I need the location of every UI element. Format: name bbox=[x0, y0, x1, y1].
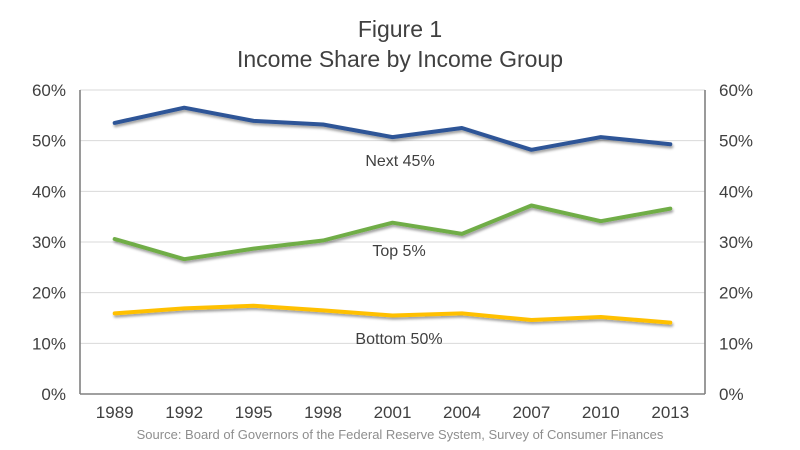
y-tick-label-right-60: 60% bbox=[719, 81, 753, 100]
y-tick-label-right-30: 30% bbox=[719, 233, 753, 252]
axes-layer bbox=[79, 90, 706, 395]
chart-title-block: Figure 1 Income Share by Income Group bbox=[0, 14, 800, 74]
series-label-top-5: Top 5% bbox=[372, 243, 425, 260]
y-tick-label-left-0: 0% bbox=[41, 385, 66, 404]
x-tick-label-1995: 1995 bbox=[235, 403, 273, 422]
y-tick-label-left-50: 50% bbox=[32, 132, 66, 151]
series-line-bottom-50 bbox=[112, 303, 673, 325]
y-tick-label-right-50: 50% bbox=[719, 132, 753, 151]
y-tick-label-right-10: 10% bbox=[719, 334, 753, 353]
x-tick-label-1998: 1998 bbox=[304, 403, 342, 422]
x-tick-label-2004: 2004 bbox=[443, 403, 481, 422]
y-tick-label-left-20: 20% bbox=[32, 284, 66, 303]
y-tick-label-left-10: 10% bbox=[32, 334, 66, 353]
x-tick-label-2013: 2013 bbox=[651, 403, 689, 422]
source-note: Source: Board of Governors of the Federa… bbox=[136, 427, 664, 442]
gridlines-layer bbox=[80, 89, 705, 344]
series-line-top-5 bbox=[112, 203, 673, 262]
x-tick-label-2001: 2001 bbox=[374, 403, 412, 422]
x-tick-label-2007: 2007 bbox=[512, 403, 550, 422]
series-line-next-45 bbox=[112, 105, 673, 152]
y-tick-label-left-60: 60% bbox=[32, 81, 66, 100]
x-tick-label-1989: 1989 bbox=[96, 403, 134, 422]
x-tick-label-1992: 1992 bbox=[165, 403, 203, 422]
chart-title-line1: Figure 1 bbox=[357, 16, 443, 42]
y-tick-label-right-20: 20% bbox=[719, 284, 753, 303]
y-tick-label-left-30: 30% bbox=[32, 233, 66, 252]
series-label-next-45: Next 45% bbox=[365, 153, 434, 170]
series-label-bottom-50: Bottom 50% bbox=[355, 331, 442, 348]
chart-title-line2: Income Share by Income Group bbox=[237, 46, 563, 72]
labels-layer: 0% 0% 10% 10% 20% 20% 30% 30% 40% 40% 50% 50% 60% 60%… bbox=[32, 81, 753, 422]
y-tick-label-left-40: 40% bbox=[32, 182, 66, 201]
series-layer bbox=[112, 105, 673, 325]
y-tick-label-right-40: 40% bbox=[719, 182, 753, 201]
x-tick-label-2010: 2010 bbox=[582, 403, 620, 422]
y-tick-label-right-0: 0% bbox=[719, 385, 744, 404]
